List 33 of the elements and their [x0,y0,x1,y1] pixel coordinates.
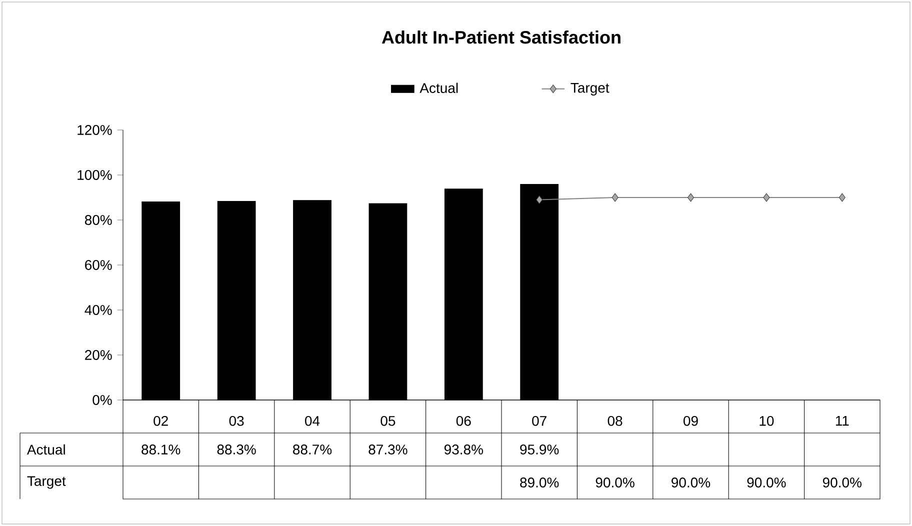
data-label: 90.0% [672,478,710,488]
y-tick-label: 40% [84,305,112,315]
data-label: 90.0% [596,478,634,488]
data-label: 90.0% [822,478,862,488]
data-label: 88.1% [142,444,180,454]
x-tick-label: 11 [836,416,849,426]
x-tick-label: 04 [305,416,320,426]
x-tick-label: 09 [684,416,698,426]
x-tick-label: 08 [608,416,622,426]
data-label: 87.3% [368,444,408,454]
x-tick-label: 06 [456,416,471,426]
data-label: 95.9% [520,444,559,454]
y-tick-label: 80% [84,215,112,225]
x-tick-label: 02 [154,416,168,426]
x-tick-label: 10 [760,416,774,426]
data-label: 88.3% [217,444,256,454]
chart-title: Adult In-Patient Satisfaction [382,30,620,44]
x-tick-label: 07 [532,416,546,426]
y-tick-label: 20% [85,350,112,360]
data-label: 89.0% [520,478,559,488]
y-tick-label: 100% [78,170,112,180]
data-label: 90.0% [747,478,786,488]
y-tick-label: 60% [85,260,112,270]
data-label: 88.7% [293,444,332,454]
y-tick-label: 120% [78,125,112,135]
legend-label: Target [570,83,610,96]
legend-label: Actual [420,82,458,94]
x-tick-label: 05 [380,416,396,426]
data-label: 93.8% [444,444,483,454]
y-tick-label: 0% [92,395,112,405]
text: Target [27,476,66,489]
x-tick-label: 03 [229,416,244,426]
text: Actual [26,444,65,455]
